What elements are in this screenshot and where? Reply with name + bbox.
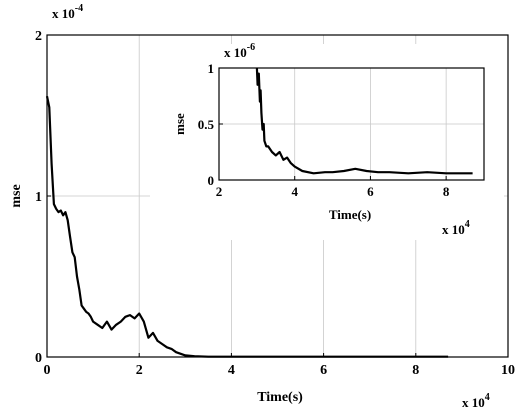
inset-y-multiplier-base: x 10 <box>224 45 247 60</box>
main-y-tick-label: 0 <box>35 351 42 366</box>
main-y-multiplier-exp: -4 <box>75 3 83 14</box>
inset-background <box>150 44 504 240</box>
inset-x-tick-label: 4 <box>291 184 298 199</box>
main-x-tick-label: 2 <box>136 363 143 378</box>
main-x-tick-label: 0 <box>44 363 51 378</box>
main-x-tick-label: 4 <box>228 363 235 378</box>
inset-y-tick-label: 0.5 <box>198 117 215 132</box>
inset-y-multiplier-exp: -6 <box>247 42 255 53</box>
inset-x-tick-label: 8 <box>443 184 450 199</box>
inset-y-tick-label: 1 <box>208 61 215 76</box>
main-y-multiplier-base: x 10 <box>52 6 75 21</box>
inset-y-tick-label: 0 <box>208 173 215 188</box>
main-y-multiplier: x 10-4 <box>52 3 83 21</box>
main-y-tick-label: 2 <box>35 29 42 44</box>
inset-x-axis-label: Time(s) <box>329 207 371 222</box>
main-series-line <box>45 95 449 358</box>
inset-x-tick-label: 6 <box>367 184 374 199</box>
main-x-multiplier-exp: 4 <box>485 392 490 403</box>
main-x-tick-label: 8 <box>412 363 419 378</box>
main-y-tick-label: 1 <box>35 190 42 205</box>
main-x-axis-label: Time(s) <box>257 390 303 405</box>
main-x-tick-label: 6 <box>320 363 327 378</box>
inset-x-multiplier-exp: 4 <box>465 219 470 230</box>
inset-y-axis-label: mse <box>172 113 187 135</box>
inset-y-multiplier: x 10-6 <box>224 42 255 60</box>
inset-plot: 2 4 6 800.51 mse Time(s) x 10-6 x 104 <box>150 42 504 240</box>
main-x-multiplier-base: x 10 <box>462 395 485 410</box>
inset-x-multiplier: x 104 <box>442 219 470 237</box>
main-x-multiplier: x 104 <box>462 392 490 410</box>
main-y-axis-label: mse <box>9 184 24 207</box>
inset-x-tick-label: 2 <box>216 184 223 199</box>
inset-series-line <box>255 67 473 175</box>
inset-ticks: 2 4 6 8 0 0.5 1 <box>198 61 450 199</box>
main-x-tick-label: 10 <box>501 363 515 378</box>
inset-x-multiplier-base: x 10 <box>442 222 465 237</box>
inset-grid <box>219 68 484 180</box>
